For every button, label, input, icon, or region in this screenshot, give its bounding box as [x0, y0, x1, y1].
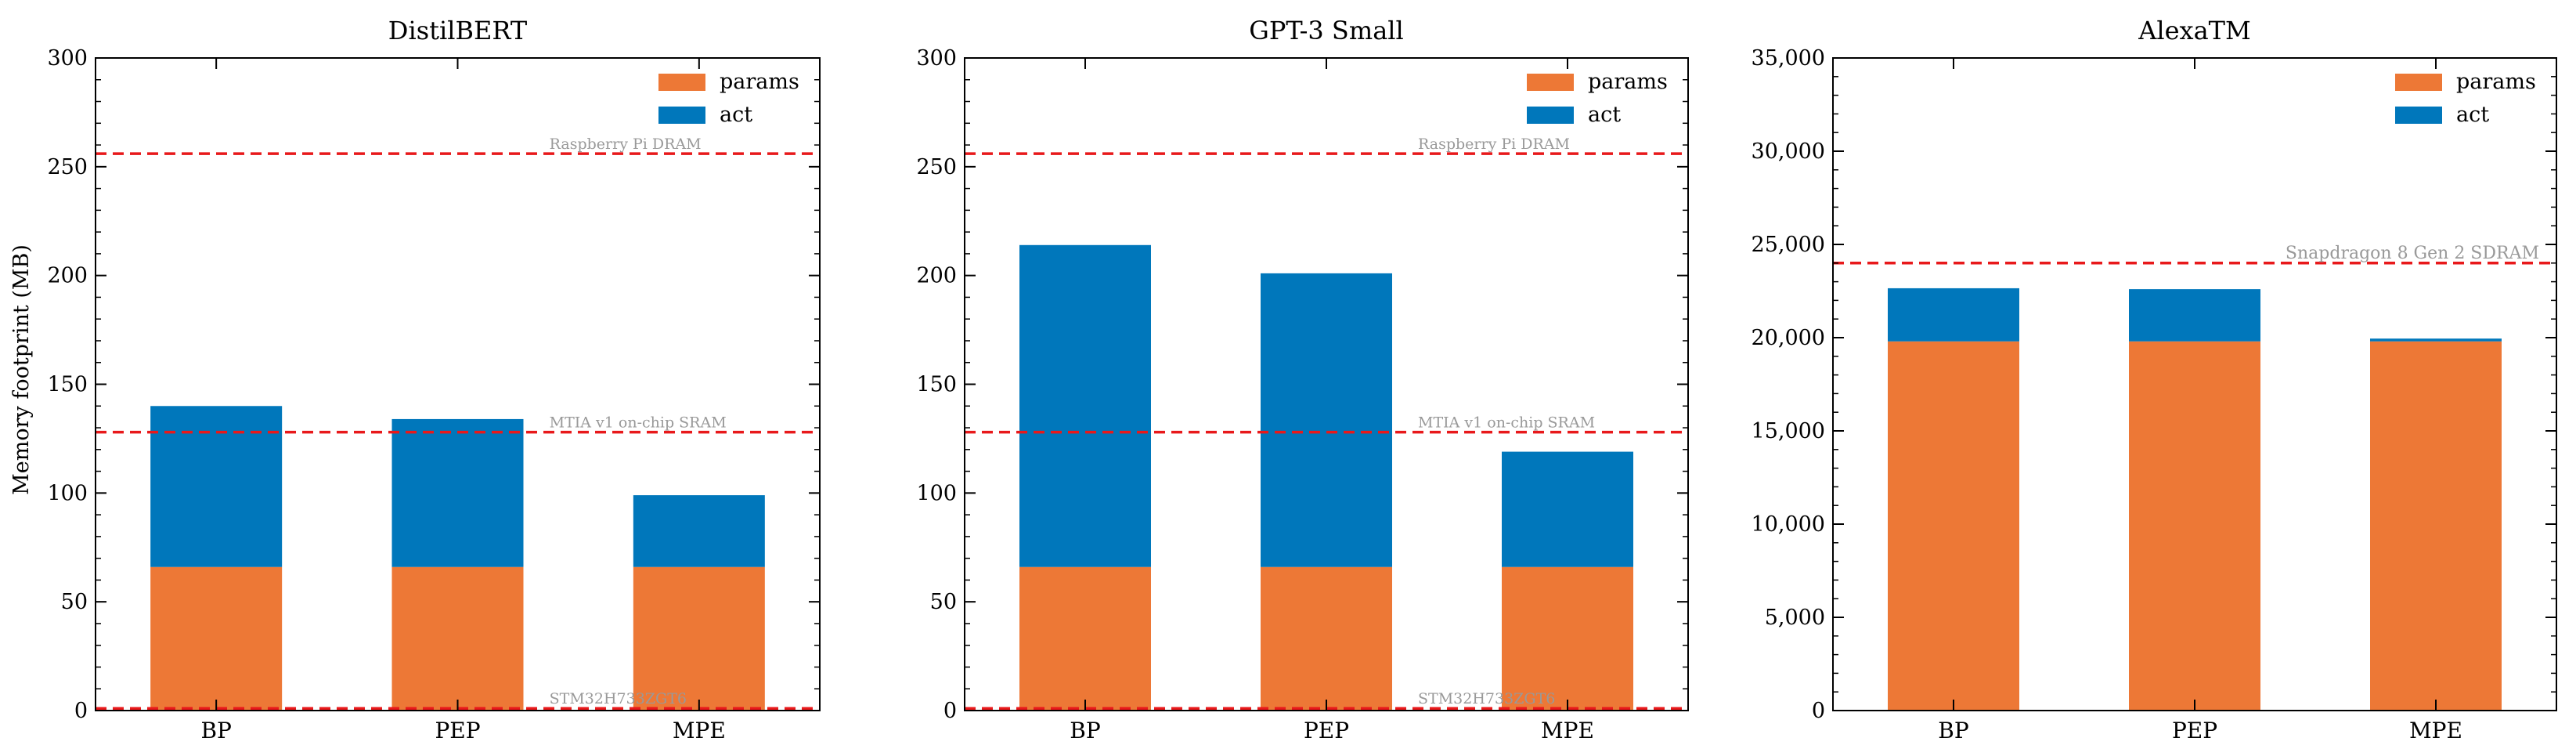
legend-swatch-act	[2395, 107, 2442, 124]
y-tick-label: 150	[47, 373, 88, 397]
y-axis-label: Memory footprint (MB)	[9, 244, 34, 495]
y-tick-label: 35,000	[1752, 46, 1825, 71]
y-tick-label: 200	[47, 264, 88, 288]
legend-swatch-params	[2395, 74, 2442, 91]
legend-swatch-params	[1527, 74, 1574, 91]
x-tick-label-mpe: MPE	[2409, 718, 2462, 743]
y-tick-label: 0	[943, 699, 957, 723]
x-tick-label-bp: BP	[1938, 718, 1968, 743]
bar-params-mpe	[633, 566, 765, 711]
y-tick-label: 100	[916, 481, 957, 505]
y-tick-label: 5,000	[1765, 606, 1825, 630]
y-tick-label: 0	[74, 699, 88, 723]
legend: params act	[1527, 70, 1668, 127]
legend-swatch-act	[658, 107, 705, 124]
bar-act-pep	[1261, 273, 1392, 567]
chart-distilbert: Raspberry Pi DRAM MTIA v1 on-chip SRAM STM…	[47, 16, 821, 743]
x-tick-label-pep: PEP	[1304, 718, 1349, 743]
y-tick-label: 200	[916, 264, 957, 288]
y-tick-label: 0	[1812, 699, 1825, 723]
y-tick-label: 50	[61, 590, 88, 614]
x-tick-label-mpe: MPE	[1541, 718, 1594, 743]
x-tick-label-bp: BP	[200, 718, 231, 743]
y-tick-label: 250	[916, 155, 957, 179]
bar-act-mpe	[2370, 338, 2502, 342]
threshold-label-0: Snapdragon 8 Gen 2 SDRAM	[2286, 244, 2539, 263]
bar-act-bp	[1019, 244, 1151, 567]
y-tick-label: 250	[47, 155, 88, 179]
y-tick-label: 25,000	[1752, 233, 1825, 257]
bar-act-bp	[150, 406, 283, 567]
x-tick-label-pep: PEP	[2172, 718, 2217, 743]
y-tick-label: 300	[47, 46, 88, 71]
y-tick-label: 150	[916, 373, 957, 397]
legend-swatch-act	[1527, 107, 1574, 124]
bar-act-mpe	[1502, 451, 1633, 567]
y-tick-label: 10,000	[1752, 512, 1825, 537]
threshold-label-1: MTIA v1 on-chip SRAM	[1418, 414, 1595, 432]
legend-label-params: params	[2456, 70, 2536, 94]
threshold-label-0: Raspberry Pi DRAM	[1418, 136, 1570, 153]
threshold-label-0: Raspberry Pi DRAM	[550, 136, 702, 153]
threshold-label-2: STM32H733ZGT6	[1418, 690, 1555, 707]
chart-title: DistilBERT	[388, 16, 528, 45]
chart-title: GPT-3 Small	[1249, 16, 1403, 45]
threshold-label-1: MTIA v1 on-chip SRAM	[550, 414, 727, 432]
chart-title: AlexaTM	[2138, 16, 2251, 45]
y-tick-label: 100	[47, 481, 88, 505]
chart-alexatm: Snapdragon 8 Gen 2 SDRAM 0 5,000 10,000 15,0…	[1752, 16, 2557, 743]
x-tick-label-bp: BP	[1070, 718, 1100, 743]
legend-label-params: params	[1588, 70, 1668, 94]
x-tick-label-mpe: MPE	[673, 718, 726, 743]
bar-params-bp	[150, 566, 283, 711]
threshold-label-2: STM32H733ZGT6	[550, 690, 687, 707]
bar-params-pep	[391, 566, 524, 711]
y-tick-label: 50	[930, 590, 957, 614]
legend: params act	[658, 70, 799, 127]
bar-params-bp	[1888, 341, 2019, 711]
legend-swatch-params	[658, 74, 705, 91]
legend-label-act: act	[720, 103, 752, 127]
x-tick-label-pep: PEP	[435, 718, 480, 743]
bar-act-bp	[1888, 288, 2019, 342]
chart-gpt3-small: Raspberry Pi DRAM MTIA v1 on-chip SRAM STM…	[916, 16, 1689, 743]
y-tick-label: 300	[916, 46, 957, 71]
y-tick-label: 20,000	[1752, 326, 1825, 350]
y-tick-label: 15,000	[1752, 419, 1825, 443]
y-tick-label: 30,000	[1752, 139, 1825, 164]
legend-label-act: act	[2456, 103, 2489, 127]
legend: params act	[2395, 70, 2536, 127]
bar-params-bp	[1019, 566, 1151, 711]
bar-params-mpe	[2370, 341, 2502, 711]
bar-act-mpe	[633, 495, 765, 567]
bar-params-mpe	[1502, 566, 1633, 711]
bar-params-pep	[1261, 566, 1392, 711]
legend-label-act: act	[1588, 103, 1621, 127]
bar-act-pep	[391, 418, 524, 567]
bar-params-pep	[2129, 341, 2260, 711]
bar-act-pep	[2129, 289, 2260, 342]
legend-label-params: params	[720, 70, 799, 94]
